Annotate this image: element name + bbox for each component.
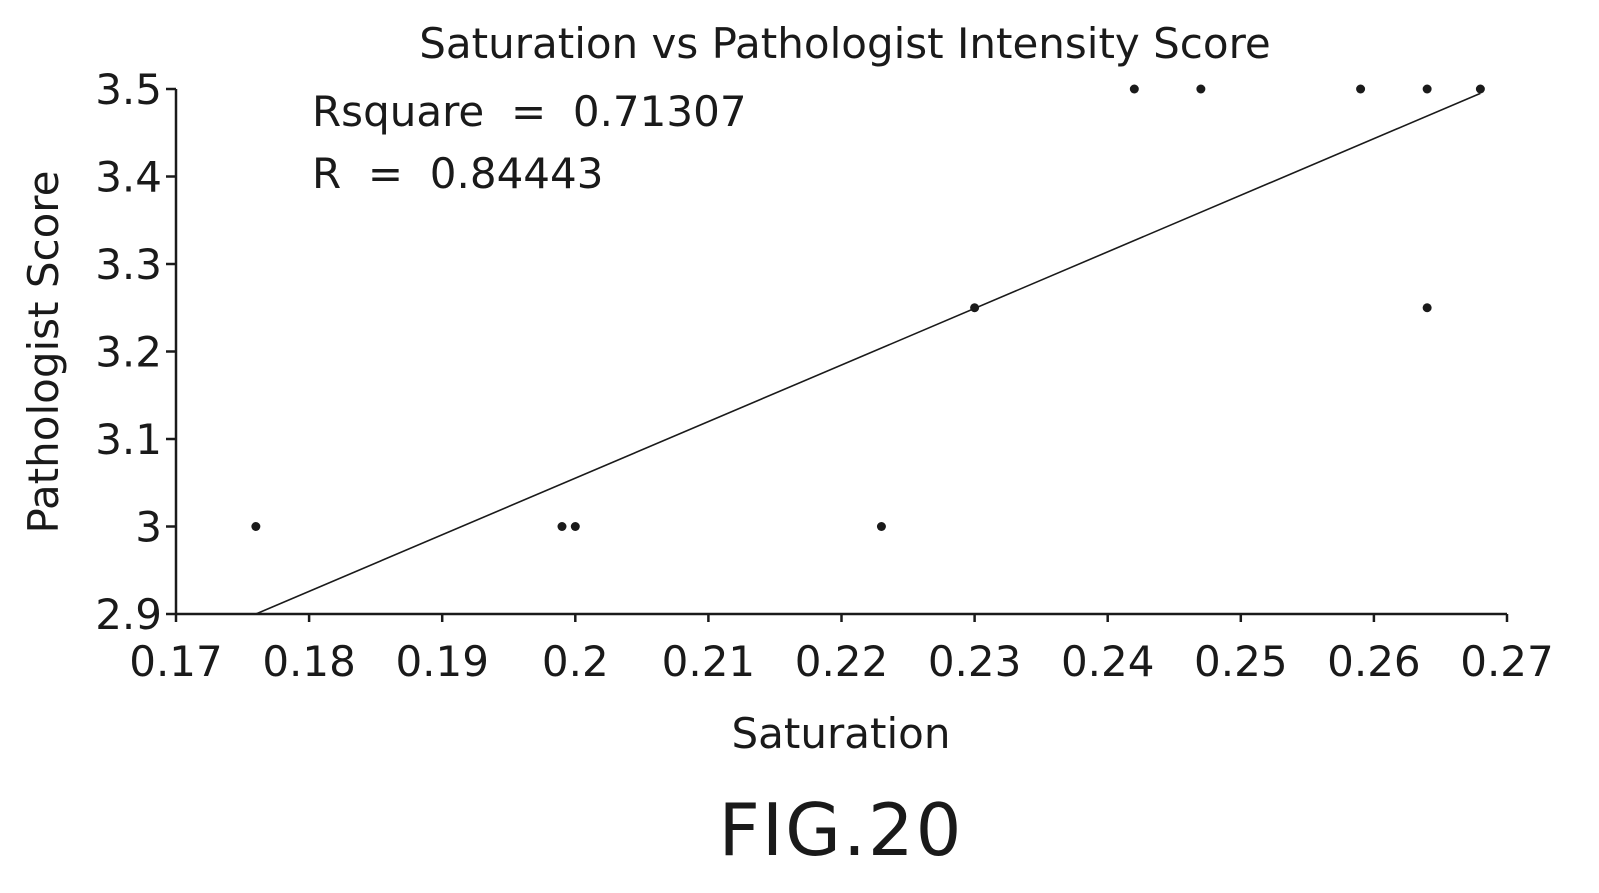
x-tick-label: 0.17 bbox=[129, 637, 223, 686]
data-point bbox=[970, 303, 980, 313]
data-point bbox=[570, 522, 580, 531]
x-tick-label: 0.25 bbox=[1194, 637, 1288, 686]
x-tick-label: 0.22 bbox=[795, 637, 889, 686]
x-tick-label: 0.18 bbox=[262, 637, 356, 686]
x-tick-label: 0.19 bbox=[395, 637, 489, 686]
r-annotation: R = 0.84443 bbox=[312, 149, 603, 198]
data-points bbox=[251, 84, 1485, 531]
y-ticks: 2.9 3 3.1 3.2 3.3 3.4 3.5 bbox=[95, 65, 176, 639]
data-point bbox=[1422, 84, 1432, 94]
data-point bbox=[251, 522, 261, 531]
x-tick-label: 0.23 bbox=[928, 637, 1022, 686]
y-tick-label: 3.1 bbox=[95, 415, 162, 464]
y-axis-label: Pathologist Score bbox=[19, 171, 68, 534]
regression-line bbox=[255, 92, 1481, 615]
y-tick-label: 3.5 bbox=[95, 65, 162, 114]
data-point bbox=[557, 522, 567, 531]
y-tick-label: 3 bbox=[135, 503, 162, 552]
data-point bbox=[1356, 84, 1366, 94]
x-tick-label: 0.27 bbox=[1460, 637, 1554, 686]
x-tick-label: 0.26 bbox=[1327, 637, 1421, 686]
figure-label: FIG.20 bbox=[719, 788, 964, 872]
x-ticks: 0.17 0.18 0.19 0.2 0.21 0.22 0.23 0.24 0.25 0.26 0… bbox=[129, 614, 1554, 686]
y-tick-label: 3.3 bbox=[95, 240, 162, 289]
data-point bbox=[1422, 303, 1432, 313]
chart-title: Saturation vs Pathologist Intensity Scor… bbox=[419, 19, 1271, 68]
x-tick-label: 0.2 bbox=[542, 637, 609, 686]
data-point bbox=[1475, 84, 1485, 94]
data-point bbox=[1196, 84, 1206, 94]
data-point bbox=[876, 522, 886, 531]
x-tick-label: 0.24 bbox=[1061, 637, 1155, 686]
x-tick-label: 0.21 bbox=[662, 637, 756, 686]
x-axis-label: Saturation bbox=[732, 709, 951, 758]
rsquare-annotation: Rsquare = 0.71307 bbox=[312, 87, 747, 136]
y-tick-label: 2.9 bbox=[95, 590, 162, 639]
y-tick-label: 3.4 bbox=[95, 153, 162, 202]
y-tick-label: 3.2 bbox=[95, 328, 162, 377]
data-point bbox=[1129, 84, 1139, 94]
